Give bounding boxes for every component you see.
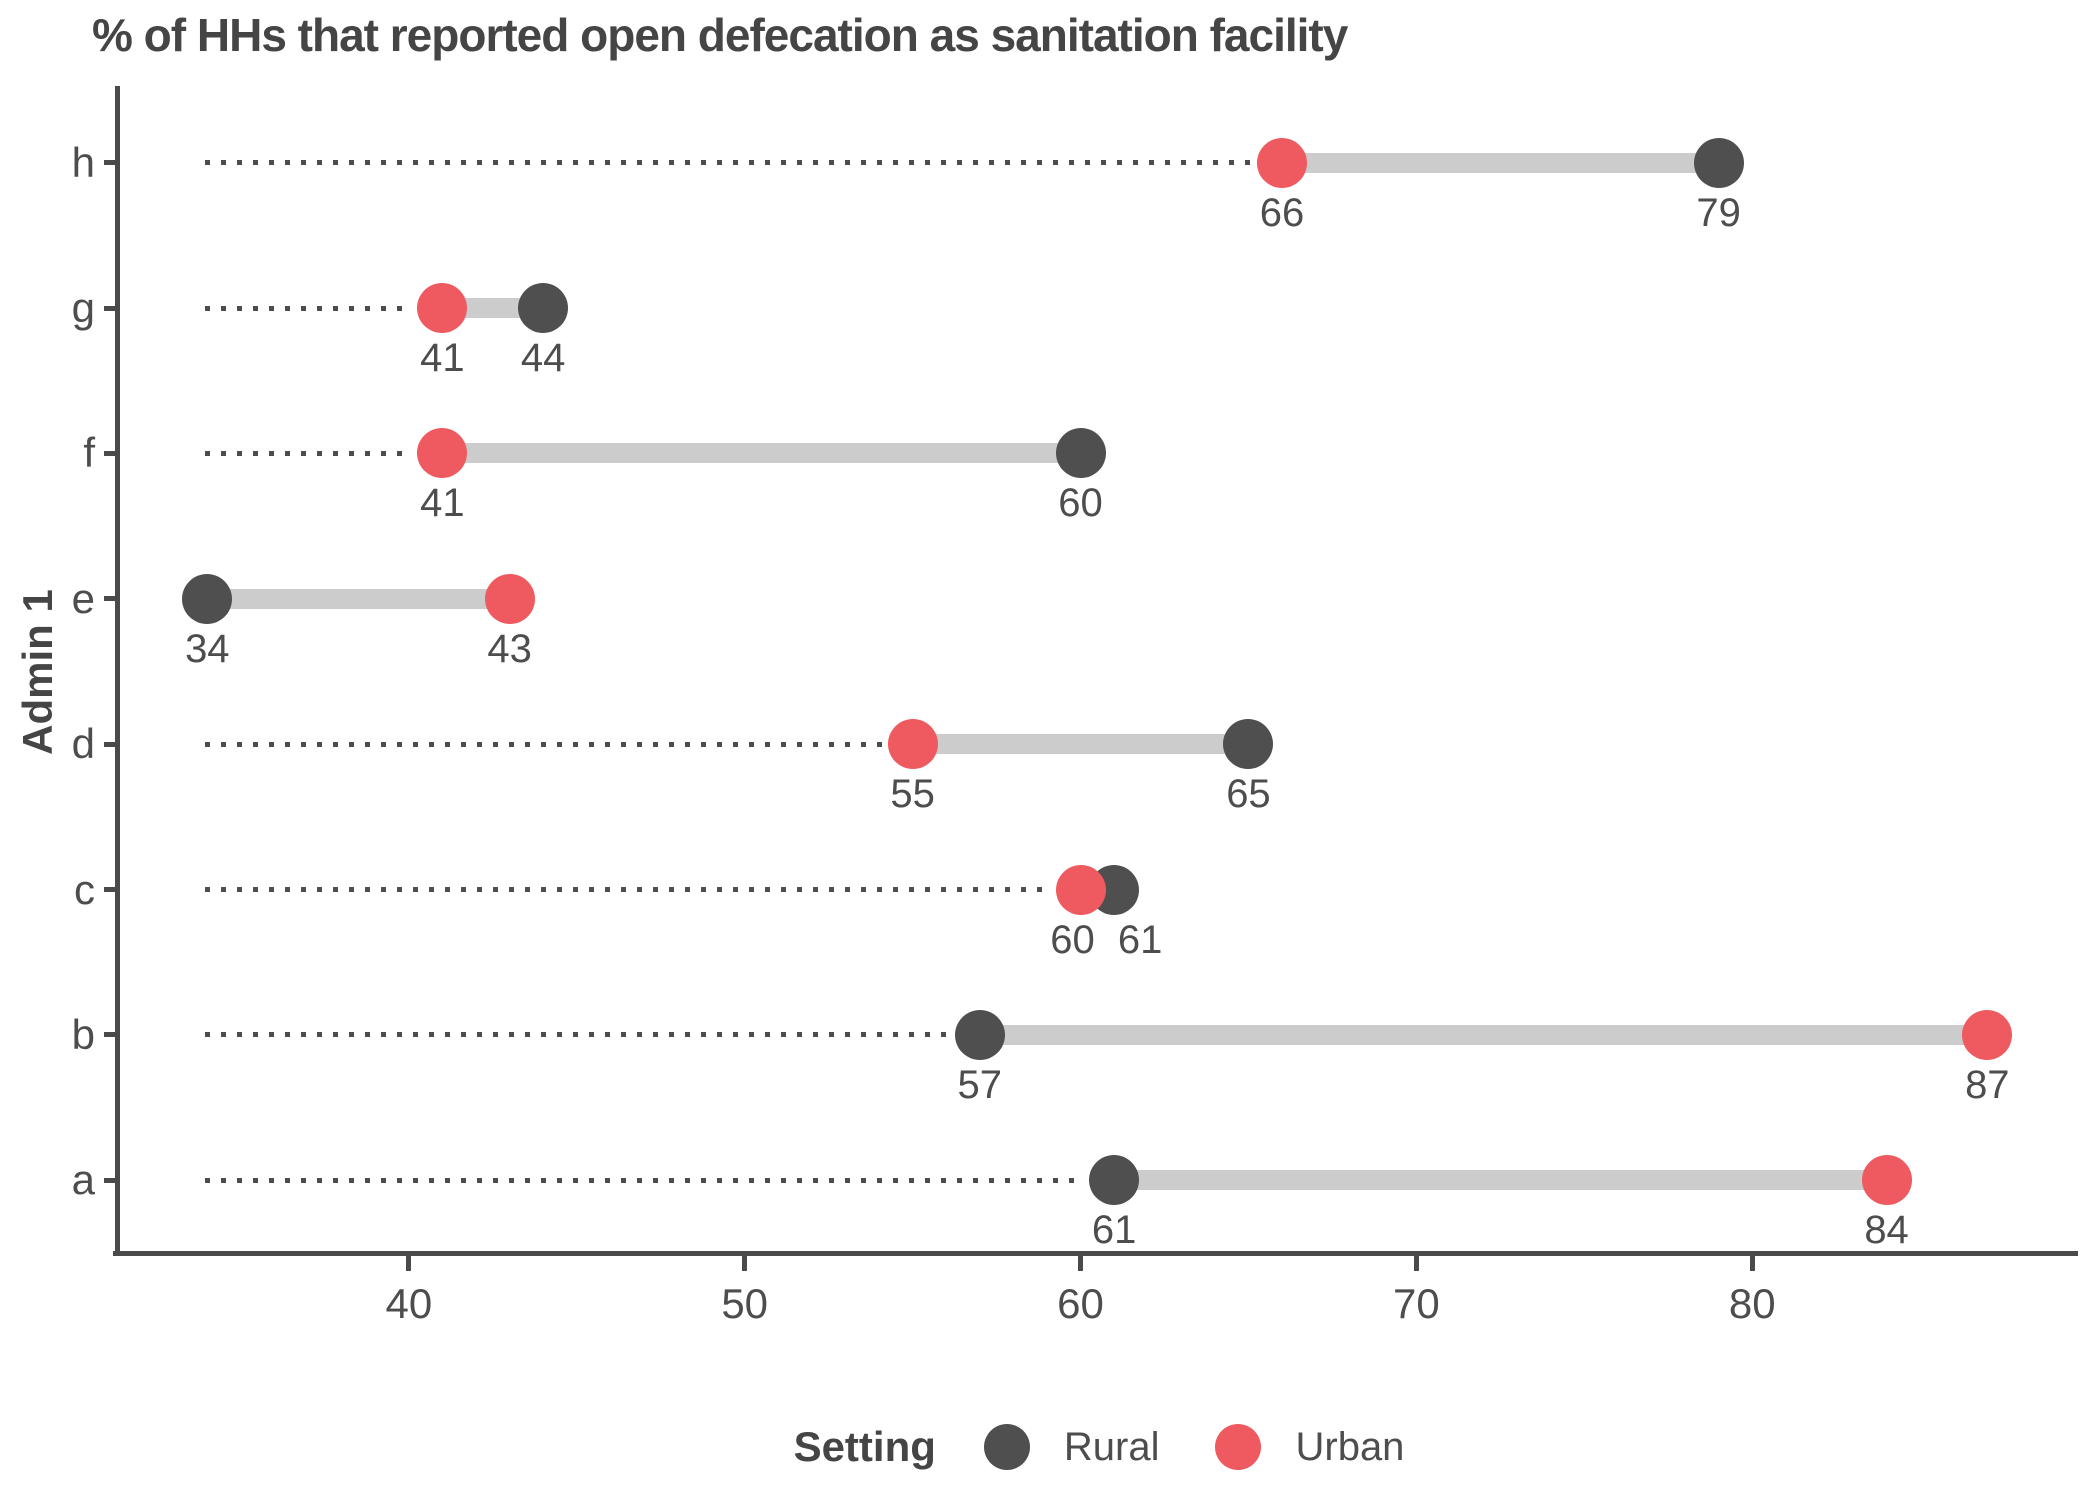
y-tick-label-d: d [71, 720, 95, 768]
point-rural-e [182, 573, 233, 624]
point-rural-b [954, 1009, 1005, 1060]
x-tick-label-80: 80 [1728, 1280, 1776, 1327]
point-urban-d [887, 719, 938, 770]
connector-g [442, 298, 544, 319]
y-tick-label-c: c [74, 865, 95, 913]
point-label-rural-c: 61 [1117, 917, 1163, 962]
connector-d [912, 734, 1249, 755]
point-label-rural-f: 60 [1058, 481, 1103, 526]
x-axis-line [113, 1251, 2078, 1256]
leader-line-h [205, 160, 1253, 166]
legend-entry-urban: Urban [1215, 1424, 1404, 1470]
point-urban-e [484, 573, 535, 624]
leader-line-g [205, 305, 413, 311]
y-tick-label-a: a [71, 1156, 95, 1204]
connector-b [979, 1024, 1988, 1045]
point-label-rural-g: 44 [520, 336, 566, 381]
legend-title: Setting [793, 1423, 936, 1470]
y-axis-line [115, 86, 120, 1253]
x-tick-mark-80 [1749, 1256, 1755, 1271]
point-urban-h [1257, 137, 1308, 188]
y-tick-label-f: f [83, 429, 95, 477]
x-tick-label-50: 50 [721, 1280, 769, 1327]
leader-line-c [205, 887, 1051, 893]
point-rural-d [1223, 719, 1274, 770]
leader-line-d [205, 741, 883, 747]
y-tick-mark-f [104, 450, 120, 456]
point-urban-a [1861, 1155, 1912, 1206]
leader-line-b [205, 1032, 950, 1038]
legend-entry-rural: Rural [983, 1424, 1160, 1470]
legend-swatch-rural-icon [983, 1424, 1030, 1470]
y-tick-label-b: b [71, 1010, 95, 1058]
point-label-rural-a: 61 [1091, 1208, 1137, 1253]
connector-h [1282, 152, 1719, 173]
y-tick-mark-c [104, 887, 120, 893]
point-rural-h [1693, 137, 1744, 188]
point-label-rural-h: 79 [1696, 190, 1741, 235]
chart-title: % of HHs that reported open defecation a… [92, 9, 1348, 61]
connector-e [207, 588, 510, 609]
y-tick-mark-e [104, 596, 120, 602]
y-tick-label-h: h [71, 138, 95, 186]
y-tick-mark-b [104, 1032, 120, 1038]
point-urban-f [417, 428, 468, 479]
point-label-rural-e: 34 [185, 626, 230, 671]
y-tick-label-g: g [71, 284, 95, 332]
x-tick-mark-60 [1078, 1256, 1084, 1271]
x-tick-label-60: 60 [1057, 1280, 1104, 1327]
point-label-rural-b: 57 [957, 1062, 1003, 1107]
point-label-urban-b: 87 [1965, 1062, 2010, 1107]
point-rural-a [1089, 1155, 1140, 1206]
point-rural-f [1055, 428, 1106, 479]
x-tick-mark-50 [742, 1256, 748, 1271]
point-urban-b [1962, 1009, 2013, 1060]
connector-a [1114, 1170, 1887, 1191]
point-label-urban-a: 84 [1864, 1208, 1909, 1253]
point-label-urban-h: 66 [1259, 190, 1305, 235]
point-label-urban-c: 60 [1050, 917, 1095, 962]
y-tick-mark-h [104, 160, 120, 166]
y-tick-mark-d [104, 741, 120, 747]
point-label-urban-g: 41 [420, 336, 465, 381]
point-label-urban-d: 55 [890, 772, 935, 817]
point-urban-c [1055, 864, 1106, 915]
x-tick-label-70: 70 [1393, 1280, 1440, 1327]
point-label-rural-d: 65 [1226, 772, 1271, 817]
x-tick-mark-70 [1413, 1256, 1419, 1271]
point-label-urban-f: 41 [420, 481, 465, 526]
y-tick-mark-g [104, 305, 120, 311]
x-tick-label-40: 40 [385, 1280, 433, 1327]
legend: Setting Rural Urban [120, 1407, 2078, 1487]
x-tick-mark-40 [406, 1256, 412, 1271]
point-label-urban-e: 43 [487, 626, 532, 671]
point-rural-g [518, 283, 569, 334]
point-urban-g [417, 283, 468, 334]
connector-f [442, 443, 1081, 464]
leader-line-a [205, 1177, 1085, 1183]
legend-label-rural: Rural [1063, 1424, 1160, 1469]
leader-line-f [205, 450, 413, 456]
legend-label-urban: Urban [1295, 1424, 1405, 1469]
y-tick-mark-a [104, 1177, 120, 1183]
y-tick-label-e: e [71, 574, 95, 622]
legend-swatch-urban-icon [1215, 1424, 1262, 1470]
